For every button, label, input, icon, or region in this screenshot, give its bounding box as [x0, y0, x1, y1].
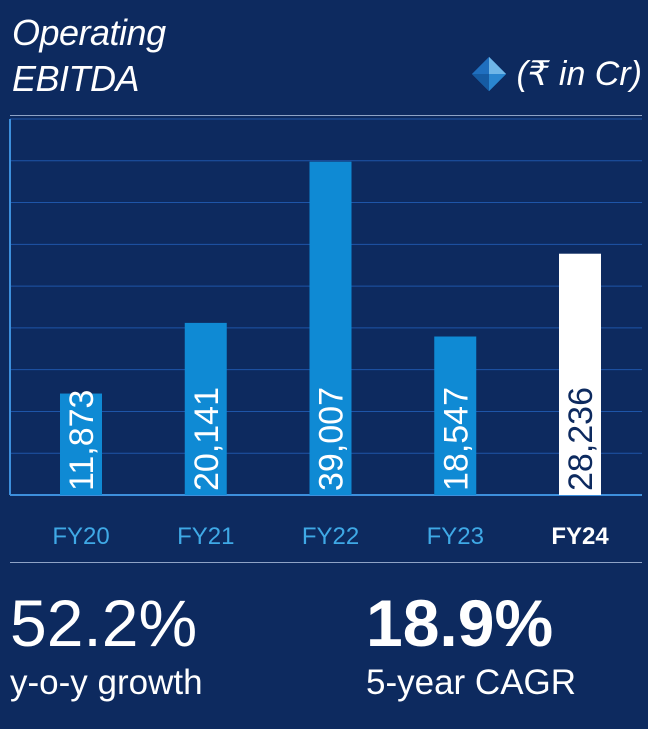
- category-label-fy21: FY21: [177, 523, 234, 550]
- bar-fy22: [309, 161, 352, 495]
- bar-chart: 11,873 FY20 20,141 FY21 39,007 FY22 18,547 FY23…: [9, 118, 642, 550]
- growth-stat: 52.2% y-o-y growth: [10, 585, 203, 705]
- data-label-fy24: 28,236: [562, 387, 600, 491]
- cagr-label: 5-year CAGR: [366, 663, 577, 702]
- top-divider: [10, 115, 642, 116]
- unit-label: (₹ in Cr): [516, 55, 642, 93]
- diamond-logo-icon: [472, 56, 507, 92]
- cagr-value: 18.9%: [366, 586, 554, 660]
- data-label-fy22: 39,007: [313, 387, 351, 491]
- category-label-fy23: FY23: [427, 523, 484, 550]
- data-label-fy21: 20,141: [188, 387, 226, 491]
- bar-fy20: [60, 393, 102, 495]
- cagr-stat: 18.9% 5-year CAGR: [366, 585, 576, 705]
- data-label-fy20: 11,873: [63, 390, 101, 491]
- bar-fy24: [559, 253, 601, 495]
- bar-fy23: [434, 336, 477, 495]
- growth-label: y-o-y growth: [10, 663, 203, 702]
- bottom-divider: [10, 562, 642, 563]
- title-line-2: EBITDA: [12, 58, 140, 99]
- bar-fy21: [184, 322, 227, 495]
- data-label-fy23: 18,547: [437, 387, 475, 491]
- unit-legend: (₹ in Cr): [470, 54, 642, 94]
- growth-value: 52.2%: [10, 586, 198, 660]
- category-label-fy22: FY22: [302, 523, 359, 550]
- category-label-fy20: FY20: [52, 523, 109, 550]
- title-line-1: Operating: [12, 12, 166, 53]
- chart-title: Operating EBITDA: [12, 10, 166, 102]
- category-label-fy24: FY24: [551, 523, 609, 550]
